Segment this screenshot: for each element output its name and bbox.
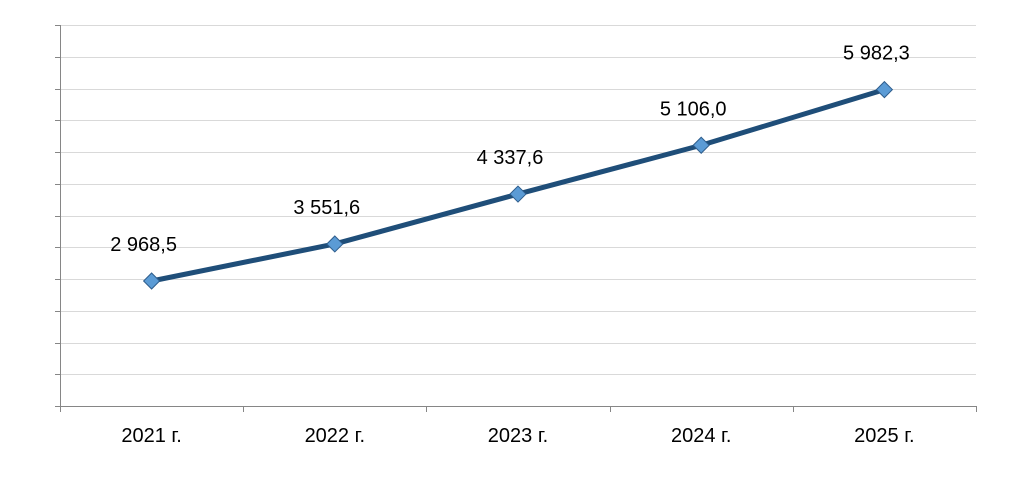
series (142, 80, 894, 290)
x-tick-label: 2022 г. (305, 425, 365, 447)
data-label: 2 968,5 (110, 234, 177, 256)
series-line (149, 87, 887, 284)
gridlines (60, 25, 976, 375)
data-label: 5 982,3 (843, 43, 910, 65)
data-point-marker (875, 80, 894, 99)
category-labels: 2021 г. 2022 г. 2023 г. 2024 г. 2025 г. (121, 425, 914, 447)
data-point-marker (326, 235, 344, 253)
data-label: 4 337,6 (477, 147, 544, 169)
data-labels: 2 968,5 3 551,6 4 337,6 5 106,0 5 982,3 (110, 43, 910, 256)
data-point-marker (692, 136, 710, 154)
x-tick-label: 2021 г. (121, 425, 181, 447)
x-tick-label: 2025 г. (854, 425, 914, 447)
data-point-marker (142, 272, 161, 290)
x-tick-label: 2023 г. (488, 425, 548, 447)
data-label: 3 551,6 (293, 197, 360, 219)
x-tick-label: 2024 г. (671, 425, 731, 447)
data-label: 5 106,0 (660, 98, 727, 120)
data-point-marker (509, 185, 527, 203)
axes (55, 25, 977, 412)
